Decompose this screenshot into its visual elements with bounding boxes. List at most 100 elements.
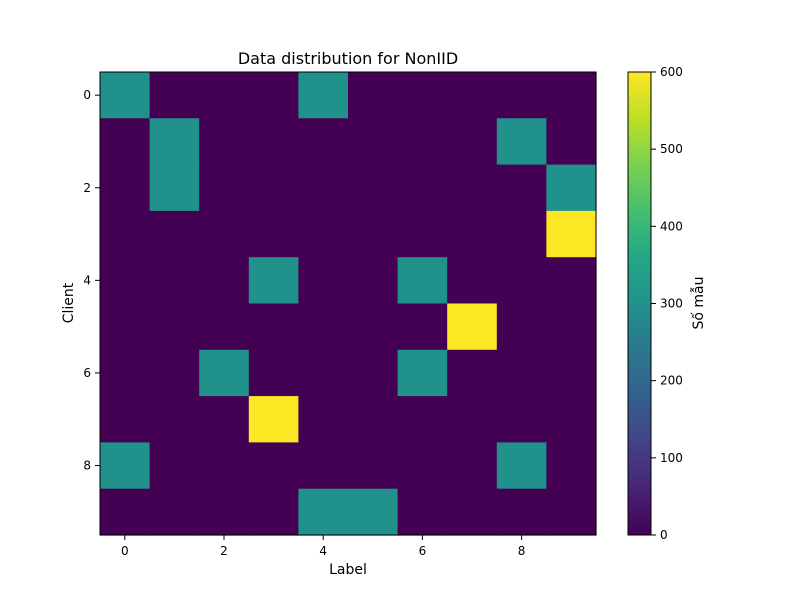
- heatmap-cell: [348, 488, 399, 536]
- heatmap-cell: [248, 349, 299, 397]
- heatmap-cell: [546, 303, 597, 351]
- heatmap-cell: [298, 210, 349, 258]
- heatmap-cell: [397, 442, 448, 490]
- heatmap-cell: [199, 349, 250, 397]
- heatmap-cell: [348, 118, 399, 166]
- heatmap-cell: [199, 442, 250, 490]
- heatmap-cell: [298, 349, 349, 397]
- heatmap-cell: [447, 210, 498, 258]
- heatmap-cell: [496, 72, 547, 119]
- heatmap-cell: [546, 210, 597, 258]
- y-tick-label: 2: [83, 181, 91, 195]
- heatmap-cell: [149, 257, 200, 305]
- y-axis-label: Client: [61, 282, 77, 323]
- heatmap-cell: [447, 442, 498, 490]
- heatmap-cell: [248, 164, 299, 212]
- heatmap-cell: [298, 164, 349, 212]
- heatmap-cell: [248, 210, 299, 258]
- heatmap-cell: [447, 118, 498, 166]
- heatmap-cell: [248, 72, 299, 119]
- heatmap-cell: [496, 488, 547, 536]
- heatmap-cell: [199, 164, 250, 212]
- heatmap-cell: [397, 72, 448, 119]
- chart-title: Data distribution for NonIID: [238, 49, 458, 68]
- heatmap-cell: [546, 257, 597, 305]
- y-tick-label: 8: [83, 459, 91, 473]
- heatmap-cell: [100, 396, 151, 443]
- y-tick-label: 0: [83, 88, 91, 102]
- heatmap-cell: [199, 210, 250, 258]
- heatmap-cell: [149, 72, 200, 119]
- colorbar-tick-label: 300: [660, 297, 683, 311]
- colorbar-tick-label: 600: [660, 65, 683, 79]
- colorbar-tick-label: 200: [660, 374, 683, 388]
- heatmap-cell: [298, 396, 349, 443]
- heatmap-cell: [447, 303, 498, 351]
- heatmap-cell: [149, 396, 200, 443]
- heatmap-cell: [546, 396, 597, 443]
- heatmap-cell: [248, 442, 299, 490]
- colorbar: [627, 71, 652, 536]
- y-tick-label: 4: [83, 273, 91, 287]
- heatmap-cell: [496, 210, 547, 258]
- heatmap-cell: [100, 72, 151, 119]
- heatmap-cell: [397, 488, 448, 536]
- heatmap-cell: [199, 303, 250, 351]
- colorbar-tick-label: 0: [660, 528, 668, 542]
- heatmap-cell: [496, 303, 547, 351]
- heatmap-cell: [546, 442, 597, 490]
- heatmap-cell: [100, 303, 151, 351]
- heatmap-cell: [149, 303, 200, 351]
- heatmap-cell: [447, 257, 498, 305]
- y-tick-label: 6: [83, 366, 91, 380]
- heatmap-cell: [348, 164, 399, 212]
- heatmap-cell: [199, 257, 250, 305]
- heatmap-cell: [546, 349, 597, 397]
- heatmap-cell: [298, 303, 349, 351]
- colorbar-ticks: 0 100 200 300 400 500 600: [651, 65, 683, 542]
- heatmap-cell: [100, 164, 151, 212]
- heatmap-cell: [546, 72, 597, 119]
- heatmap-cell: [348, 349, 399, 397]
- heatmap-cell: [248, 396, 299, 443]
- heatmap-cell: [348, 396, 399, 443]
- heatmap-cell: [149, 349, 200, 397]
- heatmap-cell: [397, 164, 448, 212]
- heatmap-cell: [397, 257, 448, 305]
- heatmap-cell: [397, 396, 448, 443]
- x-tick-label: 2: [220, 544, 228, 558]
- heatmap-cell: [496, 396, 547, 443]
- heatmap-cell: [496, 257, 547, 305]
- heatmap-cell: [447, 488, 498, 536]
- heatmap-cell: [248, 118, 299, 166]
- heatmap-cell: [199, 396, 250, 443]
- heatmap-cell: [496, 118, 547, 166]
- heatmap-cell: [397, 210, 448, 258]
- heatmap-cell: [100, 349, 151, 397]
- heatmap-cell: [496, 349, 547, 397]
- heatmap-cell: [397, 349, 448, 397]
- heatmap-cell: [397, 118, 448, 166]
- heatmap-cell: [298, 72, 349, 119]
- heatmap-cell: [100, 118, 151, 166]
- heatmap-cells: [100, 72, 597, 536]
- heatmap-cell: [149, 442, 200, 490]
- x-axis-ticks: 0 2 4 6 8: [121, 535, 525, 558]
- heatmap-cell: [546, 488, 597, 536]
- heatmap-cell: [149, 488, 200, 536]
- heatmap-cell: [496, 442, 547, 490]
- colorbar-tick-label: 100: [660, 451, 683, 465]
- heatmap-cell: [199, 118, 250, 166]
- colorbar-tick-label: 500: [660, 142, 683, 156]
- heatmap-cell: [546, 118, 597, 166]
- heatmap-cell: [447, 72, 498, 119]
- heatmap-cell: [199, 488, 250, 536]
- heatmap-cell: [298, 488, 349, 536]
- heatmap-cell: [348, 72, 399, 119]
- heatmap-cell: [100, 257, 151, 305]
- heatmap-cell: [397, 303, 448, 351]
- heatmap-cell: [199, 72, 250, 119]
- colorbar-label: Số mẫu: [690, 277, 707, 330]
- heatmap-cell: [348, 303, 399, 351]
